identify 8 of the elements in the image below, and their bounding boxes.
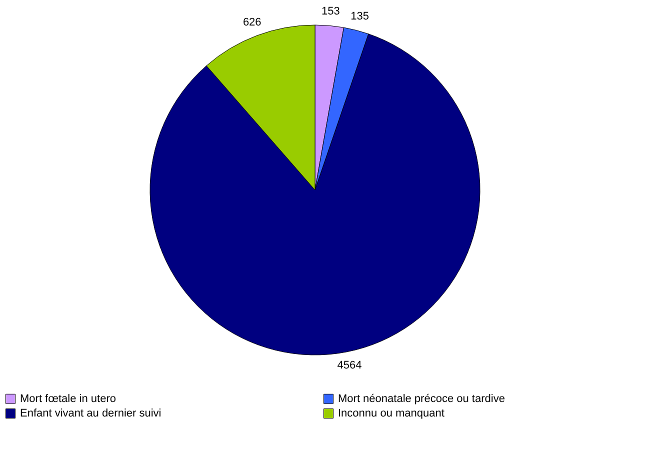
legend-label: Mort fœtale in utero [20, 392, 116, 405]
legend-label: Enfant vivant au dernier suivi [20, 408, 162, 420]
legend-label: Inconnu ou manquant [338, 408, 444, 420]
data-label: 4564 [337, 360, 362, 372]
data-label: 153 [322, 6, 340, 18]
data-label: 626 [242, 16, 262, 28]
legend-label: Mort néonatale précoce ou tardive [338, 392, 505, 405]
data-label: 135 [350, 10, 369, 23]
